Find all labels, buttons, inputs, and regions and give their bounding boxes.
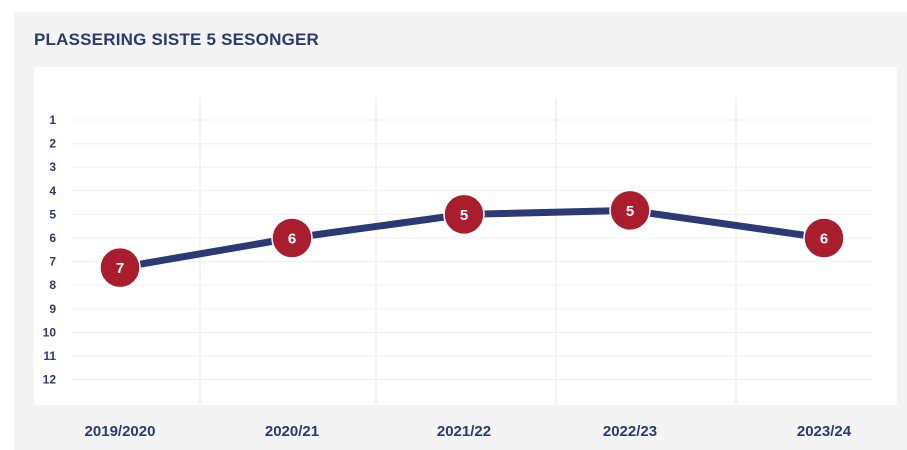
y-tick-label: 6 [49, 231, 56, 245]
y-tick-label: 8 [49, 278, 56, 292]
data-point [609, 189, 651, 232]
y-tick-label: 9 [49, 302, 56, 316]
y-tick-label: 5 [49, 207, 56, 221]
x-tick-label: 2021/22 [437, 423, 491, 440]
chart-title: PLASSERING SISTE 5 SESONGER [34, 30, 320, 49]
data-label: 5 [460, 207, 468, 224]
y-tick-label: 12 [43, 373, 57, 387]
y-tick-label: 10 [43, 325, 57, 339]
x-tick-label: 2022/23 [603, 423, 657, 440]
data-label: 6 [288, 231, 296, 248]
x-tick-label: 2020/21 [265, 423, 319, 440]
data-point [99, 246, 141, 289]
data-label: 6 [820, 231, 828, 248]
markers-group: 7 6 5 5 6 [99, 189, 845, 289]
x-tick-label: 2023/24 [797, 423, 852, 440]
y-tick-label: 1 [49, 113, 56, 127]
data-point [271, 217, 313, 259]
plot-area [34, 67, 897, 405]
y-tick-label: 11 [43, 349, 56, 363]
y-tick-label: 4 [49, 184, 56, 198]
x-axis: 2019/2020 2020/21 2021/22 2022/23 2023/24 [85, 423, 852, 440]
data-label: 7 [116, 260, 124, 277]
data-point [803, 217, 845, 259]
y-tick-label: 3 [49, 160, 56, 174]
y-tick-label: 7 [49, 255, 56, 269]
data-label: 5 [626, 203, 634, 220]
data-point [443, 193, 485, 236]
x-tick-label: 2019/2020 [85, 423, 156, 440]
y-tick-label: 2 [49, 137, 56, 151]
